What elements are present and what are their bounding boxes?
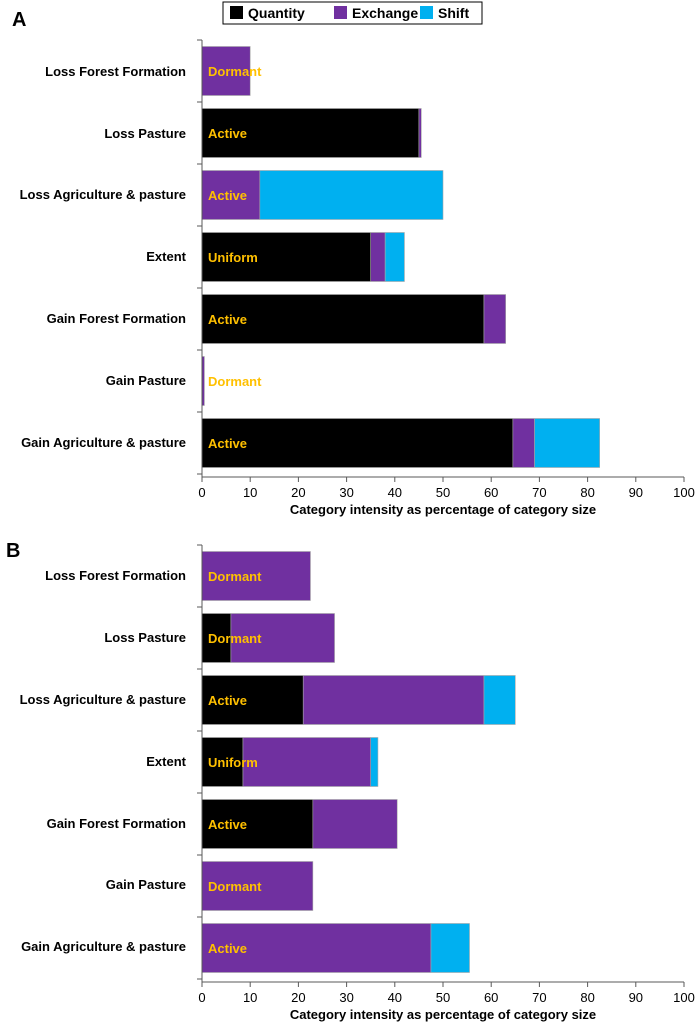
panel-a-category-label: Gain Forest Formation [47,311,186,326]
panel-a-category-label: Gain Agriculture & pasture [21,435,186,450]
panel-b-status-label: Active [208,817,247,832]
panel-a-status-label: Active [208,188,247,203]
panel-b-status-label: Active [208,693,247,708]
panel-b-bar-shift [483,675,516,725]
panel-b-bar-shift [370,737,379,787]
panel-b-bar-exchange [230,613,335,663]
panel-b-x-tick-label: 10 [243,990,257,1005]
panel-a-x-tick-label: 30 [339,485,353,500]
panel-a-bar-exchange [201,170,261,220]
panel-b-status-label: Dormant [208,631,262,646]
panel-a-x-tick-label: 20 [291,485,305,500]
panel-a-x-tick-label: 10 [243,485,257,500]
panel-a-x-tick-label: 50 [436,485,450,500]
panel-b-status-label: Active [208,941,247,956]
panel-b-bar-exchange [302,675,485,725]
panel-b-x-tick-label: 100 [673,990,695,1005]
panel-b-tick-labels: 0 10 20 30 40 50 60 70 80 90 100 [198,990,694,1005]
panel-b-bar-exchange [201,923,432,973]
panel-b-x-tick-label: 0 [198,990,205,1005]
panel-b-category-label: Loss Pasture [104,630,186,645]
panel-b-status-label: Dormant [208,569,262,584]
panel-a-x-tick-label: 80 [580,485,594,500]
panel-a-category-label: Gain Pasture [106,373,186,388]
legend-label-shift: Shift [438,5,469,21]
panel-a-bar-shift [384,232,405,282]
legend: Quantity Exchange Shift [222,1,483,25]
panel-b-bar-quantity [201,613,232,663]
panel-b-x-tick-label: 80 [580,990,594,1005]
legend-swatch-quantity [230,6,243,19]
panel-b-x-tick-label: 50 [436,990,450,1005]
legend-swatch-shift [420,6,433,19]
panel-b-x-tick-label: 30 [339,990,353,1005]
panel-a-bar-exchange [201,46,251,96]
panel-b-x-tick-label: 70 [532,990,546,1005]
panel-b-category-label: Gain Forest Formation [47,816,186,831]
panel-a-bar-exchange [418,108,422,158]
panel-b-x-tick-label: 40 [388,990,402,1005]
panel-a-status-label: Dormant [208,64,262,79]
panel-b-status-label: Uniform [208,755,258,770]
legend-swatch-exchange [334,6,347,19]
panel-b-category-labels: Loss Forest Formation Loss Pasture Loss … [20,568,187,954]
panel-b-bar-exchange [312,799,398,849]
panel-a-chart: A Loss Forest Formation Loss Pasture Los… [12,9,695,517]
panel-a-bar-quantity [201,418,514,468]
panel-b-bar-quantity [201,799,314,849]
panel-a-x-tick-label: 60 [484,485,498,500]
panel-a-category-label: Extent [146,249,186,264]
panel-b-x-tick-label: 20 [291,990,305,1005]
panel-a-x-tick-label: 70 [532,485,546,500]
panel-a-bar-quantity [201,108,420,158]
panel-a-bar-exchange [483,294,506,344]
panel-b-category-label: Loss Forest Formation [45,568,186,583]
panel-b-bar-exchange [242,737,372,787]
panel-a-category-label: Loss Agriculture & pasture [20,187,186,202]
panel-b-chart: B Loss Forest Formation Loss Pasture Los… [6,540,695,1022]
panel-a-x-axis-title: Category intensity as percentage of cate… [290,502,596,517]
panel-a-bar-quantity [201,294,485,344]
panel-b-x-tick-label: 60 [484,990,498,1005]
panel-b-bar-shift [430,923,470,973]
panel-b-bar-exchange [201,861,314,911]
panel-b-bar-quantity [201,675,304,725]
panel-a-category-label: Loss Forest Formation [45,64,186,79]
panel-b-category-label: Gain Agriculture & pasture [21,939,186,954]
panel-a-status-label: Uniform [208,250,258,265]
panel-a-tick-labels: 0 10 20 30 40 50 60 70 80 90 100 [198,485,694,500]
panel-a-bar-exchange [512,418,535,468]
panel-a-bar-shift [259,170,444,220]
panel-a-status-label: Active [208,312,247,327]
panel-b-category-label: Gain Pasture [106,877,186,892]
panel-a-status-label: Active [208,126,247,141]
panel-a-x-tick-label: 40 [388,485,402,500]
panel-a-status-label: Dormant [208,374,262,389]
panel-a-status-label: Active [208,436,247,451]
panel-a-x-tick-label: 90 [629,485,643,500]
panel-b-category-label: Loss Agriculture & pasture [20,692,186,707]
panel-b-category-label: Extent [146,754,186,769]
panel-a-x-tick-label: 0 [198,485,205,500]
panel-a-bar-exchange [370,232,386,282]
legend-label-exchange: Exchange [352,5,418,21]
legend-label-quantity: Quantity [248,5,305,21]
panel-b-x-axis-title: Category intensity as percentage of cate… [290,1007,596,1022]
panel-a-bar-quantity [201,232,371,282]
panel-a-x-tick-label: 100 [673,485,695,500]
panel-a-category-labels: Loss Forest Formation Loss Pasture Loss … [20,64,187,450]
legend-box [222,1,483,25]
panel-b-status-label: Dormant [208,879,262,894]
panel-a-label: A [12,9,26,31]
panel-b-label: B [6,540,20,562]
panel-a-category-label: Loss Pasture [104,126,186,141]
panel-a-bar-shift [534,418,600,468]
panel-b-x-tick-label: 90 [629,990,643,1005]
